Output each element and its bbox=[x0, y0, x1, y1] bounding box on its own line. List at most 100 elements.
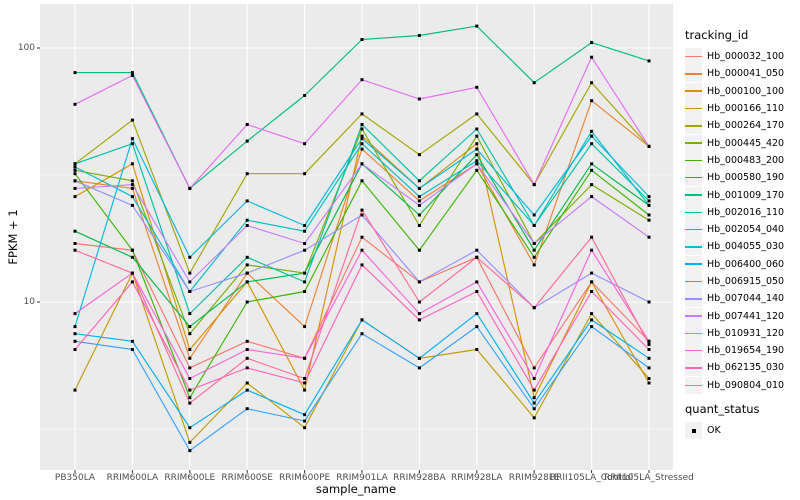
data-point bbox=[130, 179, 134, 183]
line-swatch-icon bbox=[685, 228, 702, 231]
data-point bbox=[303, 381, 307, 385]
data-point bbox=[417, 199, 421, 203]
legend-item-Hb_090804_010: Hb_090804_010 bbox=[685, 376, 785, 394]
legend-item-label: Hb_090804_010 bbox=[707, 379, 785, 391]
data-point bbox=[245, 123, 249, 126]
line-swatch-icon bbox=[685, 349, 702, 352]
data-point bbox=[188, 280, 192, 284]
line-swatch-icon bbox=[685, 55, 702, 58]
data-point bbox=[73, 229, 77, 233]
data-point bbox=[360, 318, 364, 322]
data-point bbox=[475, 168, 479, 172]
x-tick-label: PB350LA bbox=[54, 473, 96, 483]
data-point bbox=[532, 306, 536, 310]
data-point bbox=[360, 235, 364, 239]
data-point bbox=[475, 112, 479, 116]
legend-key-swatch bbox=[685, 273, 702, 290]
data-point bbox=[590, 318, 594, 322]
data-point bbox=[532, 416, 536, 420]
line-swatch-icon bbox=[685, 176, 702, 179]
data-point bbox=[475, 325, 479, 329]
data-point bbox=[532, 366, 536, 370]
data-point bbox=[590, 99, 594, 103]
data-point bbox=[188, 449, 192, 453]
data-point bbox=[417, 179, 421, 183]
legend-item-Hb_002054_040: Hb_002054_040 bbox=[685, 221, 785, 239]
x-tick-label: RRIM600LA bbox=[106, 473, 159, 483]
data-point bbox=[590, 312, 594, 316]
data-point bbox=[245, 199, 249, 203]
legend-tracking-id: tracking_id Hb_000032_100 Hb_000041_050 Hb… bbox=[685, 28, 784, 394]
data-point bbox=[590, 195, 594, 199]
legend-item-Hb_000032_100: Hb_000032_100 bbox=[685, 48, 784, 66]
legend-key-swatch bbox=[685, 169, 702, 187]
legend-item-label: Hb_000166_110 bbox=[707, 103, 785, 115]
data-point bbox=[647, 339, 651, 343]
data-point bbox=[188, 271, 192, 275]
line-swatch-icon bbox=[685, 332, 702, 335]
data-point bbox=[245, 366, 249, 370]
data-point bbox=[245, 407, 249, 411]
legend-key-swatch bbox=[685, 324, 702, 342]
legend-item-label: Hb_004055_030 bbox=[707, 241, 785, 253]
data-point bbox=[417, 153, 421, 157]
data-point bbox=[303, 142, 307, 146]
data-point bbox=[303, 290, 307, 293]
data-point bbox=[532, 263, 536, 267]
data-point bbox=[188, 388, 192, 392]
legend-item-Hb_000100_100: Hb_000100_100 bbox=[685, 82, 784, 100]
panel-background bbox=[40, 4, 673, 470]
legend-item-Hb_001009_170: Hb_001009_170 bbox=[685, 186, 785, 204]
data-point bbox=[475, 134, 479, 138]
legend-item-label: Hb_010931_120 bbox=[707, 327, 785, 339]
legend-item-label: Hb_001009_170 bbox=[707, 189, 785, 201]
data-point bbox=[590, 134, 594, 138]
data-point bbox=[245, 139, 249, 143]
data-point bbox=[475, 162, 479, 166]
data-point bbox=[417, 300, 421, 304]
legend-item-Hb_000166_110: Hb_000166_110 bbox=[685, 100, 785, 118]
data-point bbox=[532, 377, 536, 380]
data-point bbox=[647, 213, 651, 217]
data-point bbox=[245, 280, 249, 284]
data-point bbox=[73, 102, 77, 106]
data-point bbox=[303, 242, 307, 245]
data-point bbox=[417, 97, 421, 101]
data-point bbox=[303, 271, 307, 275]
data-point bbox=[647, 203, 651, 207]
data-point bbox=[130, 255, 134, 259]
data-point bbox=[188, 186, 192, 190]
legend-item-Hb_000445_420: Hb_000445_420 bbox=[685, 134, 784, 152]
data-point bbox=[130, 71, 134, 75]
data-point bbox=[532, 248, 536, 252]
legend-item-label: Hb_002054_040 bbox=[707, 224, 785, 236]
y-tick-label: 100 bbox=[17, 42, 35, 53]
line-swatch-icon bbox=[685, 246, 702, 248]
data-point bbox=[590, 183, 594, 187]
data-point bbox=[245, 348, 249, 351]
data-point bbox=[130, 118, 134, 122]
data-point bbox=[647, 348, 651, 351]
data-point bbox=[360, 137, 364, 141]
data-point bbox=[303, 325, 307, 329]
data-point bbox=[245, 339, 249, 343]
data-point bbox=[245, 255, 249, 259]
line-swatch-icon bbox=[685, 367, 702, 369]
data-point bbox=[303, 419, 307, 423]
data-point bbox=[590, 129, 594, 133]
line-swatch-icon bbox=[685, 315, 702, 317]
data-point bbox=[360, 332, 364, 336]
data-point bbox=[303, 248, 307, 252]
data-point bbox=[188, 426, 192, 430]
data-point bbox=[73, 172, 77, 176]
data-point bbox=[590, 290, 594, 293]
data-point bbox=[188, 366, 192, 370]
data-point bbox=[73, 179, 77, 183]
line-swatch-icon bbox=[685, 263, 702, 265]
line-swatch-icon bbox=[685, 107, 702, 110]
legend-title-quant-status: quant_status bbox=[685, 402, 760, 416]
legend-key-ok bbox=[685, 422, 702, 440]
data-point bbox=[73, 339, 77, 343]
legend-item-label: Hb_000264_170 bbox=[707, 120, 785, 132]
